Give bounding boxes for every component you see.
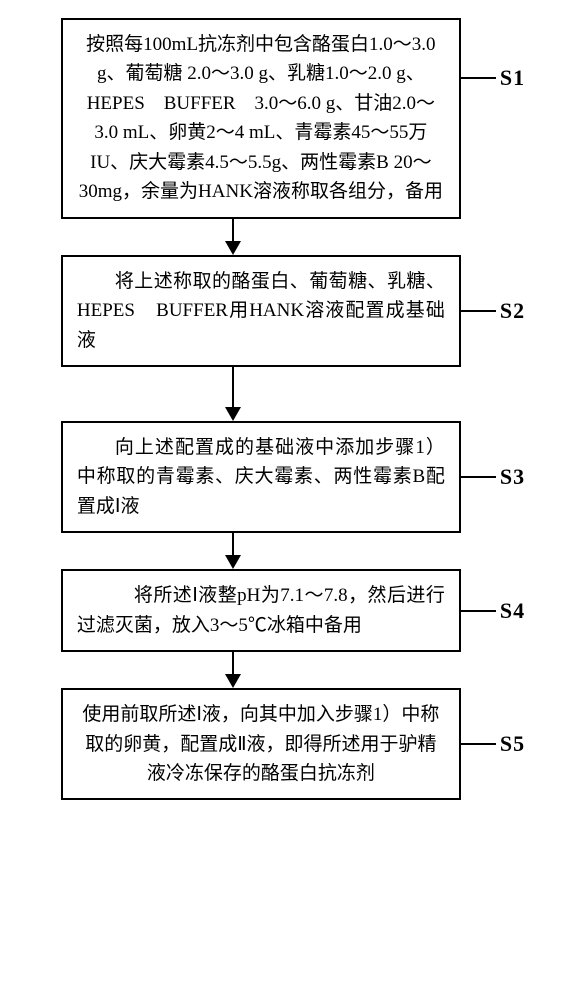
step-row: 将上述称取的酪蛋白、葡萄糖、乳糖、HEPES BUFFER用HANK溶液配置成基… — [61, 255, 525, 367]
flowchart: 按照每100mL抗冻剂中包含酪蛋白1.0～3.0 g、葡萄糖 2.0～3.0 g… — [0, 0, 586, 800]
label-connector — [461, 77, 496, 79]
arrow-shaft — [232, 219, 234, 241]
arrow — [225, 367, 241, 421]
step-text: 将上述称取的酪蛋白、葡萄糖、乳糖、HEPES BUFFER用HANK溶液配置成基… — [77, 267, 445, 355]
arrow-head-icon — [225, 407, 241, 421]
step-label-3: S3 — [500, 464, 525, 490]
step-text: 将所述Ⅰ液整pH为7.1～7.8，然后进行过滤灭菌，放入3～5℃冰箱中备用 — [77, 581, 445, 640]
step-box-4: 将所述Ⅰ液整pH为7.1～7.8，然后进行过滤灭菌，放入3～5℃冰箱中备用 — [61, 569, 461, 652]
arrow-head-icon — [225, 241, 241, 255]
arrow-shaft — [232, 367, 234, 407]
step-text: 向上述配置成的基础液中添加步骤1）中称取的青霉素、庆大霉素、两性霉素B配置成Ⅰ液 — [77, 433, 445, 521]
label-connector — [461, 610, 496, 612]
label-connector — [461, 743, 496, 745]
step-label-5: S5 — [500, 731, 525, 757]
label-group: S4 — [461, 598, 525, 624]
arrow-shaft — [232, 652, 234, 674]
label-connector — [461, 476, 496, 478]
step-label-2: S2 — [500, 298, 525, 324]
label-group: S1 — [461, 105, 525, 131]
step-text: 使用前取所述Ⅰ液，向其中加入步骤1）中称取的卵黄，配置成Ⅱ液，即得所述用于驴精液… — [82, 704, 439, 784]
label-group: S5 — [461, 731, 525, 757]
step-box-1: 按照每100mL抗冻剂中包含酪蛋白1.0～3.0 g、葡萄糖 2.0～3.0 g… — [61, 18, 461, 219]
label-connector — [461, 310, 496, 312]
step-box-5: 使用前取所述Ⅰ液，向其中加入步骤1）中称取的卵黄，配置成Ⅱ液，即得所述用于驴精液… — [61, 688, 461, 800]
arrow-head-icon — [225, 674, 241, 688]
step-box-2: 将上述称取的酪蛋白、葡萄糖、乳糖、HEPES BUFFER用HANK溶液配置成基… — [61, 255, 461, 367]
step-row: 按照每100mL抗冻剂中包含酪蛋白1.0～3.0 g、葡萄糖 2.0～3.0 g… — [61, 18, 525, 219]
arrow — [225, 219, 241, 255]
arrow — [225, 533, 241, 569]
arrow-head-icon — [225, 555, 241, 569]
step-text: 按照每100mL抗冻剂中包含酪蛋白1.0～3.0 g、葡萄糖 2.0～3.0 g… — [79, 34, 443, 202]
label-group: S2 — [461, 298, 525, 324]
step-label-4: S4 — [500, 598, 525, 624]
step-label-1: S1 — [500, 65, 525, 91]
step-box-3: 向上述配置成的基础液中添加步骤1）中称取的青霉素、庆大霉素、两性霉素B配置成Ⅰ液 — [61, 421, 461, 533]
step-row: 使用前取所述Ⅰ液，向其中加入步骤1）中称取的卵黄，配置成Ⅱ液，即得所述用于驴精液… — [61, 688, 525, 800]
step-row: 将所述Ⅰ液整pH为7.1～7.8，然后进行过滤灭菌，放入3～5℃冰箱中备用 S4 — [61, 569, 525, 652]
step-row: 向上述配置成的基础液中添加步骤1）中称取的青霉素、庆大霉素、两性霉素B配置成Ⅰ液… — [61, 421, 525, 533]
label-group: S3 — [461, 464, 525, 490]
arrow — [225, 652, 241, 688]
arrow-shaft — [232, 533, 234, 555]
